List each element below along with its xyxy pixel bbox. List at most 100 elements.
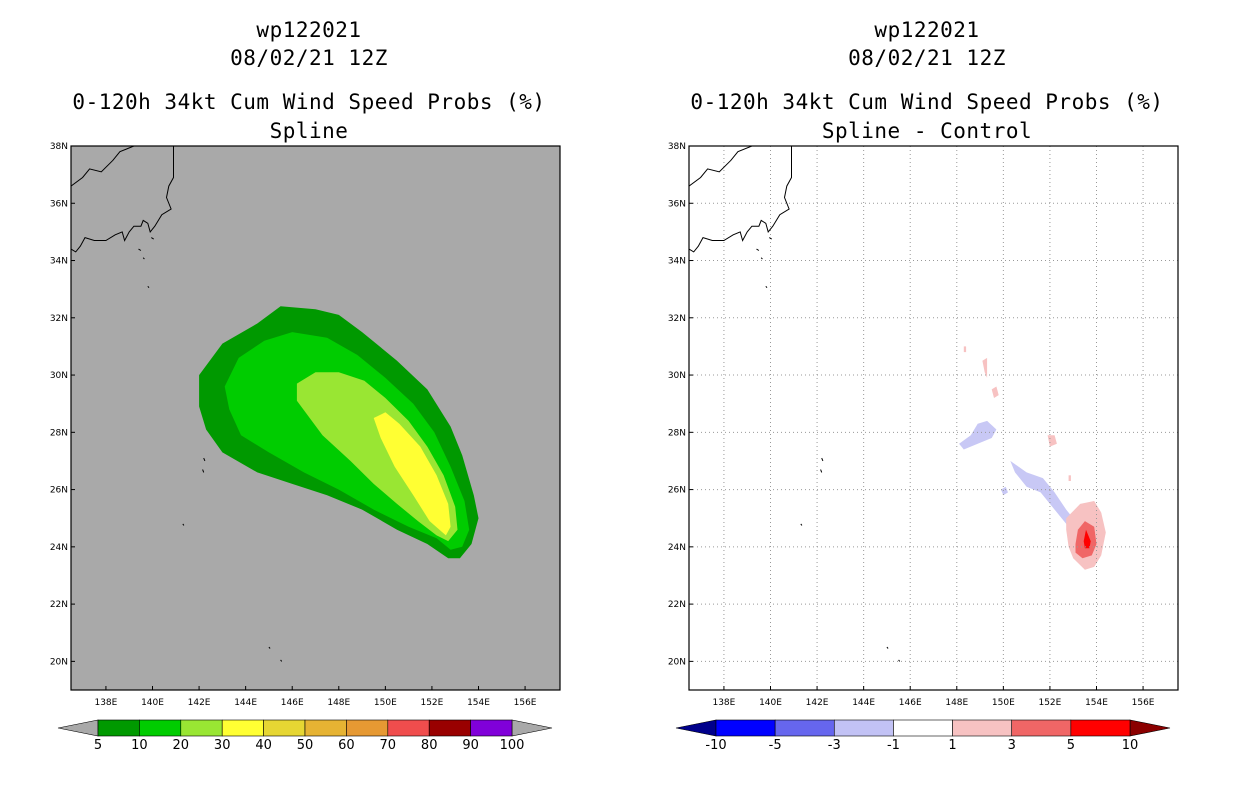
difference-map: 138E 140E 142E 144E 146E 148E 150E 152E 154E 156E… <box>668 142 1179 753</box>
colorbar-swatch <box>1011 719 1072 737</box>
x-tick-label: 146E <box>899 698 922 708</box>
y-tick-label: 22N <box>50 600 68 610</box>
x-tick-label: 150E <box>374 698 397 708</box>
x-tick-label: 140E <box>759 698 782 708</box>
colorbar-swatch <box>893 719 953 737</box>
right-panel: wp122021 08/02/21 12Z 0-120h 34kt Cum Wi… <box>618 0 1236 800</box>
colorbar-swatch <box>221 719 264 737</box>
probability-map: 138E 140E 142E 144E 146E 148E 150E 152E 154E 156E… <box>50 142 561 753</box>
contour-band-5-10 <box>1083 529 1091 549</box>
x-tick-label: 138E <box>94 698 117 708</box>
y-tick-label: 38N <box>668 142 686 152</box>
coastline-segment <box>820 469 823 473</box>
coastline-segment <box>203 457 206 462</box>
colorbar-label: 20 <box>173 738 190 753</box>
colorbar-end-left <box>57 719 99 737</box>
axes: 138E 140E 142E 144E 146E 148E 150E 152E 154E 156E… <box>50 142 537 708</box>
coastline-segment <box>756 248 760 251</box>
y-tick-label: 22N <box>668 600 686 610</box>
x-tick-label: 140E <box>141 698 164 708</box>
date-title: 08/02/21 12Z <box>848 46 1006 70</box>
y-tick-label: 32N <box>50 314 68 324</box>
coastline-segment <box>886 646 889 649</box>
colorbar-label: 100 <box>500 738 525 753</box>
contour-band--3--1 <box>1001 486 1008 496</box>
coastline-segment <box>765 285 768 289</box>
coastline-segment <box>138 248 142 251</box>
y-tick-label: 34N <box>50 257 68 267</box>
colorbar-swatch <box>139 719 182 737</box>
colorbar-label: -10 <box>705 738 726 753</box>
x-tick-label: 154E <box>1085 698 1108 708</box>
colorbar-label: 60 <box>338 738 355 753</box>
y-tick-label: 36N <box>668 199 686 209</box>
colorbar-label: 30 <box>214 738 231 753</box>
coastline <box>689 146 901 662</box>
plot-frame <box>70 145 561 691</box>
colorbar-label: 50 <box>297 738 314 753</box>
colorbar-swatch <box>97 719 140 737</box>
coastline-segment <box>898 659 901 662</box>
x-tick-label: 156E <box>514 698 537 708</box>
colorbar-label: 5 <box>1067 738 1075 753</box>
contour-band--3--1 <box>959 420 997 450</box>
x-tick-label: 142E <box>806 698 829 708</box>
product-title: 0-120h 34kt Cum Wind Speed Probs (%) <box>690 90 1164 114</box>
coastline <box>71 146 283 662</box>
y-tick-label: 26N <box>50 486 68 496</box>
x-tick-label: 152E <box>420 698 443 708</box>
coastline-segment <box>689 146 753 187</box>
colorbar-swatch <box>304 719 347 737</box>
x-tick-label: 152E <box>1038 698 1061 708</box>
storm-id-title: wp122021 <box>874 18 980 42</box>
contour-band-1-3 <box>963 346 967 353</box>
colorbar-end-right <box>1129 719 1171 737</box>
y-tick-label: 28N <box>668 428 686 438</box>
colorbar: -10 -5 -3 -1 1 3 5 10 <box>675 719 1171 753</box>
x-tick-label: 144E <box>234 698 257 708</box>
y-tick-label: 32N <box>668 314 686 324</box>
x-tick-label: 150E <box>992 698 1015 708</box>
coastline-segment <box>280 659 283 662</box>
date-title: 08/02/21 12Z <box>230 46 388 70</box>
storm-id-title: wp122021 <box>256 18 362 42</box>
colorbar-end-left <box>675 719 717 737</box>
colorbar-swatch <box>346 719 389 737</box>
coastline-segment <box>760 257 763 260</box>
y-tick-label: 36N <box>50 199 68 209</box>
x-tick-label: 156E <box>1132 698 1155 708</box>
coastline-segment <box>769 237 772 240</box>
x-tick-label: 144E <box>852 698 875 708</box>
y-tick-label: 38N <box>50 142 68 152</box>
method-title: Spline <box>269 119 349 143</box>
colorbar-label: 70 <box>380 738 397 753</box>
colorbar-swatch <box>715 719 776 737</box>
colorbar-label: 3 <box>1008 738 1016 753</box>
colorbar-label: 10 <box>1122 738 1139 753</box>
colorbar-label: -5 <box>769 738 782 753</box>
contour-band-1-3 <box>991 386 999 398</box>
y-tick-label: 20N <box>50 657 68 667</box>
colorbar-swatch <box>833 719 894 737</box>
colorbar-label: 5 <box>94 738 102 753</box>
y-tick-label: 20N <box>668 657 686 667</box>
coastline-segment <box>71 146 174 253</box>
colorbar-label: 90 <box>462 738 479 753</box>
colorbar-swatch <box>1070 719 1131 737</box>
colorbar-swatch <box>387 719 430 737</box>
colorbar-swatch <box>470 719 513 737</box>
colorbar-label: -1 <box>887 738 900 753</box>
colorbar: 5 10 20 30 40 50 60 70 80 90 100 <box>57 719 553 753</box>
contour-band-30-40 <box>373 412 451 536</box>
x-tick-label: 148E <box>327 698 350 708</box>
contour-band-1-3 <box>982 357 988 378</box>
coastline-segment <box>182 523 185 526</box>
coastline-segment <box>689 146 792 253</box>
colorbar-swatch <box>774 719 835 737</box>
x-tick-label: 142E <box>188 698 211 708</box>
contour-layer <box>199 306 479 559</box>
contour-layer <box>959 346 1106 570</box>
axes: 138E 140E 142E 144E 146E 148E 150E 152E 154E 156E… <box>668 142 1155 708</box>
x-tick-label: 148E <box>945 698 968 708</box>
colorbar-swatch <box>428 719 471 737</box>
